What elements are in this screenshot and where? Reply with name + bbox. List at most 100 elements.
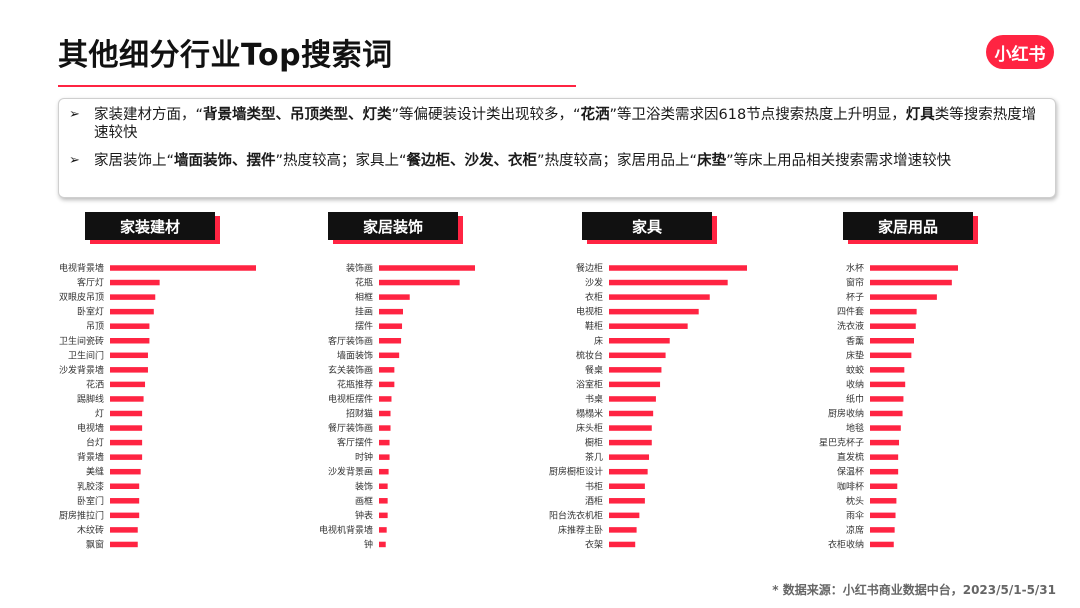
category-label: 电视柜摆件 xyxy=(328,393,373,405)
bar xyxy=(870,498,897,504)
category-label: 电视机背景墙 xyxy=(319,524,373,536)
summary-bullet-1: ➢ 家装建材方面，“背景墙类型、吊顶类型、灯类”等偏硬装设计类出现较多，“花洒”… xyxy=(65,106,1041,142)
category-label: 美缝 xyxy=(86,466,104,478)
summary-box: ➢ 家装建材方面，“背景墙类型、吊顶类型、灯类”等偏硬装设计类出现较多，“花洒”… xyxy=(58,98,1056,198)
bullet-arrow-icon: ➢ xyxy=(69,107,80,122)
xiaohongshu-logo: 小红书 xyxy=(986,35,1054,69)
bar xyxy=(870,308,917,315)
category-label: 衣柜收纳 xyxy=(828,538,864,550)
bar xyxy=(110,541,138,548)
category-label: 卧室灯 xyxy=(77,306,104,318)
category-label: 餐边柜 xyxy=(576,262,603,274)
category-label: 墙面装饰 xyxy=(337,349,373,361)
bar xyxy=(609,279,728,286)
bar xyxy=(609,468,648,475)
bar xyxy=(379,396,392,402)
bar xyxy=(110,294,156,300)
bar xyxy=(870,454,899,460)
bar xyxy=(379,541,386,548)
bar xyxy=(110,367,148,373)
category-label: 沙发背景墙 xyxy=(59,364,104,376)
category-label: 摆件 xyxy=(355,320,373,332)
bar xyxy=(379,367,395,373)
page-title: 其他细分行业Top搜索词 xyxy=(58,38,393,73)
bar xyxy=(379,381,395,388)
category-label: 蚊蛟 xyxy=(846,364,864,376)
bar xyxy=(609,454,650,460)
category-label: 榻榻米 xyxy=(576,408,603,420)
summary-text-1: 家装建材方面，“背景墙类型、吊顶类型、灯类”等偏硬装设计类出现较多，“花洒”等卫… xyxy=(94,106,1041,142)
category-label: 香薰 xyxy=(846,335,864,347)
bar xyxy=(609,439,652,446)
bar xyxy=(110,396,144,402)
category-label: 相框 xyxy=(355,291,373,303)
category-label: 餐厅装饰画 xyxy=(328,422,373,434)
category-label: 窗帘 xyxy=(846,277,864,289)
category-label: 台灯 xyxy=(86,437,104,449)
bar xyxy=(870,512,896,519)
category-label: 杯子 xyxy=(846,291,864,303)
bar xyxy=(379,483,388,489)
summary-segment: 家居装饰上“ xyxy=(94,153,175,169)
bar xyxy=(110,468,141,475)
bar xyxy=(110,483,140,489)
bar xyxy=(609,323,688,329)
category-label: 时钟 xyxy=(355,451,373,463)
bar xyxy=(609,381,661,388)
category-label: 星巴克杯子 xyxy=(819,437,864,449)
panel-title-furniture: 家具 xyxy=(582,212,712,240)
category-label: 衣架 xyxy=(585,538,603,550)
summary-segment: 床垫 xyxy=(697,153,727,169)
bar xyxy=(870,323,916,329)
category-label: 书柜 xyxy=(585,480,603,492)
bar xyxy=(870,294,937,300)
bar xyxy=(110,352,148,359)
category-label: 保温杯 xyxy=(837,466,864,478)
bar xyxy=(379,323,403,329)
bar xyxy=(870,439,900,446)
category-label: 衣柜 xyxy=(585,291,603,303)
bar xyxy=(609,338,670,344)
category-label: 阳台洗衣机柜 xyxy=(549,509,603,521)
category-label: 直发梳 xyxy=(837,451,864,463)
bar xyxy=(379,439,390,446)
bar xyxy=(379,498,388,504)
category-label: 挂画 xyxy=(355,306,373,318)
bar xyxy=(609,396,656,402)
category-label: 洗衣液 xyxy=(837,320,864,332)
bar xyxy=(110,338,150,344)
bar xyxy=(379,468,389,475)
category-label: 茶几 xyxy=(585,451,603,463)
bar xyxy=(609,367,662,373)
bar xyxy=(870,279,952,286)
category-label: 沙发 xyxy=(585,277,603,289)
category-label: 水杯 xyxy=(846,262,864,274)
category-label: 床推荐主卧 xyxy=(558,524,603,536)
bar xyxy=(609,308,699,315)
category-label: 电视柜 xyxy=(576,306,603,318)
category-label: 电视墙 xyxy=(77,422,104,434)
bar xyxy=(110,454,143,460)
category-label: 招财猫 xyxy=(346,408,373,420)
bar xyxy=(870,338,914,344)
category-label: 钟表 xyxy=(355,509,373,521)
category-label: 客厅装饰画 xyxy=(328,335,373,347)
category-label: 卫生间瓷砖 xyxy=(59,335,104,347)
bar xyxy=(379,265,475,271)
bar xyxy=(609,294,710,300)
category-label: 收纳 xyxy=(846,378,864,390)
summary-segment: ”等偏硬装设计类出现较多，“ xyxy=(391,107,581,123)
bar xyxy=(870,352,912,359)
bar xyxy=(609,527,637,533)
data-source-note: * 数据来源：小红书商业数据中台，2023/5/1-5/31 xyxy=(772,583,1056,597)
bar xyxy=(379,338,402,344)
bar xyxy=(870,381,906,388)
category-label: 咖啡杯 xyxy=(837,480,864,492)
bar xyxy=(110,381,146,388)
summary-bullet-2: ➢ 家居装饰上“墙面装饰、摆件”热度较高；家具上“餐边柜、沙发、衣柜”热度较高；… xyxy=(65,152,1041,170)
category-label: 玄关装饰画 xyxy=(328,364,373,376)
bar xyxy=(379,279,460,286)
bar xyxy=(609,498,645,504)
summary-segment: 背景墙类型、吊顶类型、灯类 xyxy=(203,107,392,123)
bullet-arrow-icon: ➢ xyxy=(69,153,80,168)
